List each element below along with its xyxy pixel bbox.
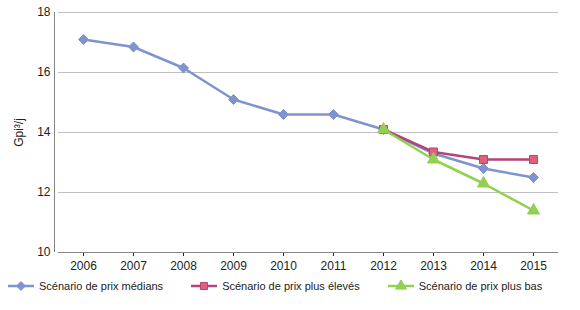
html-text:Scénario de prix plus bas: Scénario de prix plus bas <box>418 280 543 292</box>
svg-text:2011: 2011 <box>321 259 347 273</box>
svg-text:2012: 2012 <box>370 259 397 273</box>
svg-text:Gpi³/j: Gpi³/j <box>12 118 26 147</box>
html-text:Scénario de prix plus élevés: Scénario de prix plus élevés <box>222 280 360 292</box>
svg-text:18: 18 <box>37 5 51 19</box>
svg-text:2007: 2007 <box>120 259 147 273</box>
svg-text:14: 14 <box>37 125 51 139</box>
svg-text:2006: 2006 <box>70 259 97 273</box>
html-text:Scénario de prix médians: Scénario de prix médians <box>39 280 164 292</box>
svg-text:2008: 2008 <box>170 259 197 273</box>
svg-text:2009: 2009 <box>220 259 247 273</box>
svg-text:2015: 2015 <box>520 259 547 273</box>
svg-text:2010: 2010 <box>270 259 297 273</box>
svg-text:2013: 2013 <box>420 259 447 273</box>
svg-text:12: 12 <box>37 185 51 199</box>
svg-text:2014: 2014 <box>470 259 497 273</box>
svg-text:16: 16 <box>37 65 51 79</box>
svg-text:10: 10 <box>37 245 51 259</box>
